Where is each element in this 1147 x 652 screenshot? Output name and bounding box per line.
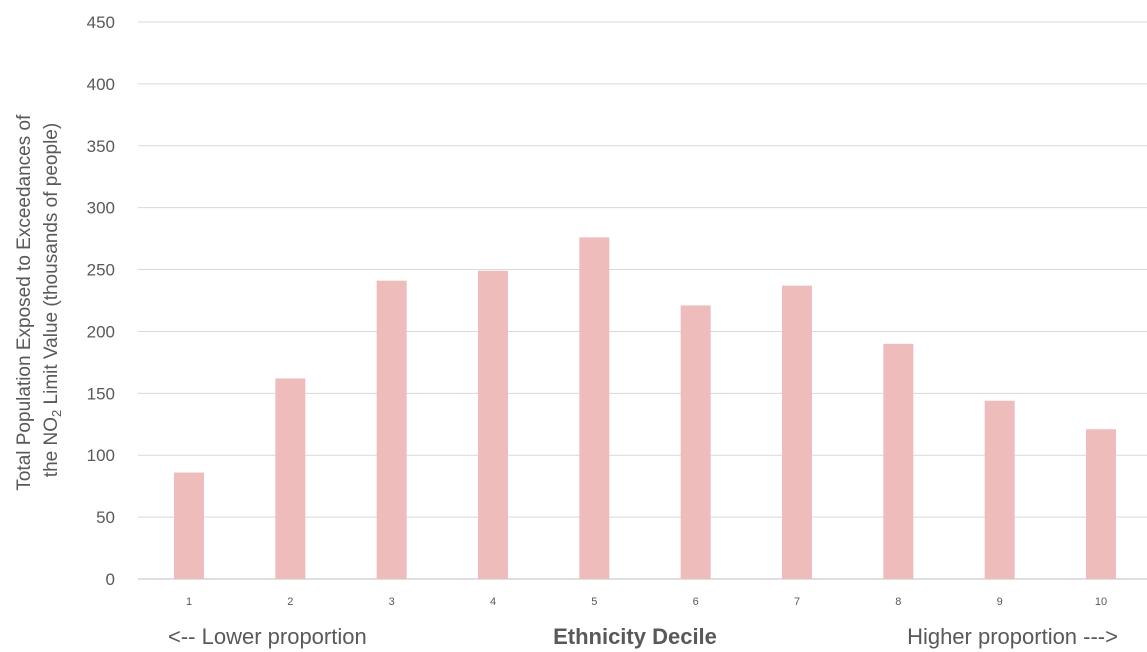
y-axis-title: Total Population Exposed to Exceedances … bbox=[14, 109, 64, 490]
y-axis-title-line-2: the NO2 Limit Value (thousands of people… bbox=[41, 123, 64, 477]
y-tick-label: 400 bbox=[87, 75, 115, 94]
x-note-higher: Higher proportion ---> bbox=[907, 624, 1118, 649]
y-tick-label: 300 bbox=[87, 199, 115, 218]
y-tick-label: 350 bbox=[87, 137, 115, 156]
x-tick-label: 4 bbox=[490, 596, 496, 608]
y-tick-label: 0 bbox=[106, 570, 115, 589]
bar-decile-4 bbox=[478, 270, 508, 579]
gridlines bbox=[138, 21, 1147, 580]
x-axis-title: Ethnicity Decile bbox=[553, 624, 717, 649]
y-tick-label: 200 bbox=[87, 322, 115, 341]
x-tick-label: 6 bbox=[693, 596, 699, 608]
x-tick-label: 2 bbox=[287, 596, 293, 608]
bar-decile-10 bbox=[1086, 429, 1116, 579]
bars bbox=[174, 237, 1116, 579]
y-tick-label: 50 bbox=[96, 508, 115, 527]
bar-decile-9 bbox=[984, 400, 1015, 579]
x-note-lower: <-- Lower proportion bbox=[168, 624, 367, 649]
bar-decile-3 bbox=[376, 280, 407, 579]
y-axis-title-no: the NO bbox=[41, 417, 62, 477]
x-tick-label: 9 bbox=[997, 596, 1003, 608]
bar-decile-6 bbox=[680, 305, 711, 579]
y-tick-label: 250 bbox=[87, 261, 115, 280]
y-tick-label: 450 bbox=[87, 13, 115, 32]
y-axis-ticks: 0 50 100 150 200 250 300 350 400 450 bbox=[87, 13, 115, 589]
y-axis-title-subscript: 2 bbox=[49, 410, 64, 417]
y-tick-label: 150 bbox=[87, 384, 115, 403]
x-tick-label: 7 bbox=[794, 596, 800, 608]
bar-decile-1 bbox=[174, 472, 204, 579]
bar-decile-2 bbox=[275, 378, 306, 579]
x-tick-label: 3 bbox=[389, 596, 395, 608]
x-tick-label: 8 bbox=[895, 596, 901, 608]
bar-decile-5 bbox=[579, 237, 610, 579]
y-axis-title-rest: Limit Value (thousands of people) bbox=[41, 123, 62, 410]
bar-decile-7 bbox=[782, 285, 812, 579]
bar-decile-8 bbox=[883, 343, 914, 579]
y-tick-label: 100 bbox=[87, 446, 115, 465]
x-axis-ticks: 1 2 3 4 5 6 7 8 9 10 bbox=[186, 596, 1107, 608]
x-tick-label: 10 bbox=[1095, 596, 1107, 608]
x-tick-label: 1 bbox=[186, 596, 192, 608]
x-tick-label: 5 bbox=[591, 596, 597, 608]
y-axis-title-line-1: Total Population Exposed to Exceedances … bbox=[14, 114, 35, 491]
